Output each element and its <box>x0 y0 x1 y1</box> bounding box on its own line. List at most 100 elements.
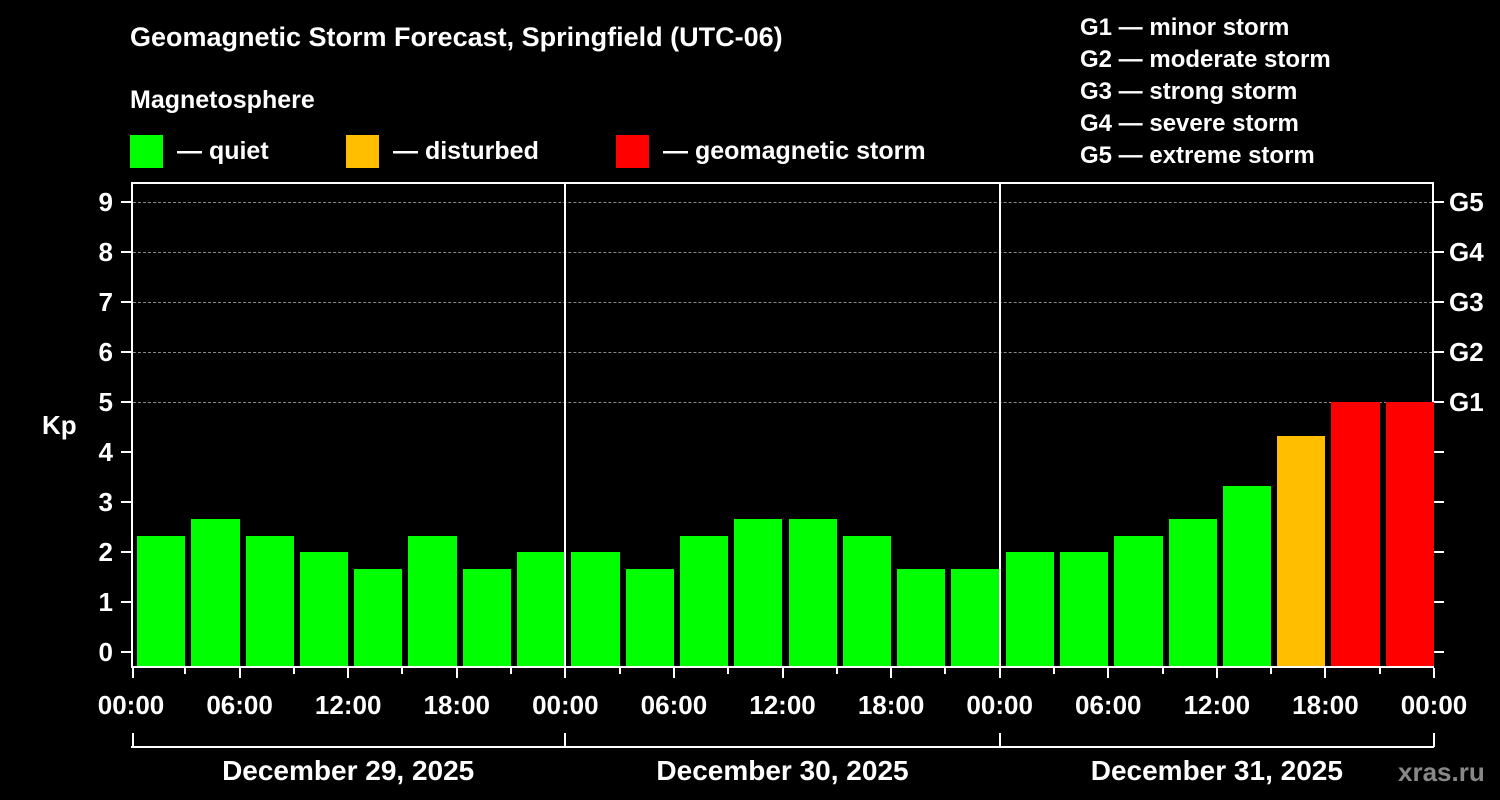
plot-area <box>131 182 1434 668</box>
g4-legend: G4 — severe storm <box>1080 110 1299 137</box>
date-bracket-line <box>131 746 1434 748</box>
kp-bar <box>1385 402 1434 666</box>
kp-bar <box>734 518 783 666</box>
kp-bar <box>897 568 946 666</box>
y-tick-right <box>1434 401 1444 403</box>
y-tick <box>121 251 131 253</box>
y-tick-right <box>1434 251 1444 253</box>
x-tick-label: 00:00 <box>532 690 599 720</box>
g-scale-label: G4 <box>1449 237 1484 267</box>
kp-bar <box>951 568 1000 666</box>
x-tick <box>184 668 187 674</box>
kp-bar <box>462 568 512 666</box>
g-scale-label: G5 <box>1449 187 1484 217</box>
g-scale-legend: G1 — minor storm G2 — moderate storm G3 … <box>1080 12 1331 172</box>
x-tick-label: 18:00 <box>1292 690 1359 720</box>
kp-bar <box>1222 485 1272 666</box>
x-tick <box>1107 668 1110 678</box>
gridline <box>133 352 1432 353</box>
x-tick-label: 06:00 <box>1075 690 1142 720</box>
x-tick-label: 12:00 <box>749 690 816 720</box>
x-tick <box>944 668 947 674</box>
x-tick <box>727 668 730 674</box>
y-tick <box>121 551 131 553</box>
y-tick-label: 2 <box>98 537 113 567</box>
x-tick-label: 00:00 <box>966 690 1033 720</box>
x-tick-label: 12:00 <box>1183 690 1251 720</box>
x-tick <box>132 668 134 678</box>
x-tick <box>510 668 513 674</box>
y-tick-right <box>1434 651 1444 653</box>
kp-bar <box>245 535 294 666</box>
y-tick-right <box>1434 501 1444 503</box>
kp-bar <box>788 518 837 666</box>
chart-title: Geomagnetic Storm Forecast, Springfield … <box>130 22 783 52</box>
y-tick <box>121 351 131 353</box>
x-tick <box>347 668 350 678</box>
x-tick <box>835 668 838 674</box>
y-tick-right <box>1434 351 1444 353</box>
kp-bar <box>191 518 240 666</box>
gridline <box>133 252 1432 253</box>
legend-disturbed-label: — disturbed <box>393 136 539 165</box>
kp-bar <box>625 568 674 666</box>
gridline <box>133 202 1432 203</box>
legend-disturbed: — disturbed <box>346 134 539 168</box>
legend-storm-label: — geomagnetic storm <box>663 136 926 165</box>
x-tick <box>1324 668 1327 678</box>
y-tick-right <box>1434 601 1444 603</box>
y-tick <box>121 451 131 453</box>
g2-legend: G2 — moderate storm <box>1080 46 1331 73</box>
y-tick-label: 8 <box>98 237 113 267</box>
x-tick <box>1270 668 1273 674</box>
kp-bar <box>299 552 349 666</box>
y-tick <box>121 401 131 403</box>
x-tick-label: 18:00 <box>857 690 925 720</box>
legend-subtitle: Magnetosphere <box>130 86 315 114</box>
kp-bar <box>1168 518 1217 666</box>
x-tick <box>1378 668 1381 674</box>
date-label: December 29, 2025 <box>222 755 475 786</box>
kp-bar <box>1059 552 1109 666</box>
y-tick-label: 3 <box>98 487 113 517</box>
legend-storm: — geomagnetic storm <box>616 134 926 168</box>
x-tick <box>564 668 567 678</box>
g-scale-label: G3 <box>1449 287 1484 317</box>
kp-bar <box>679 535 729 666</box>
y-tick <box>121 501 131 503</box>
kp-bar <box>137 535 186 666</box>
y-tick-right <box>1434 201 1444 203</box>
quiet-swatch <box>130 134 163 168</box>
kp-bar <box>842 535 892 666</box>
x-tick <box>1052 668 1055 674</box>
y-tick-label: 4 <box>98 437 113 467</box>
date-bracket-tick <box>998 733 1001 747</box>
g-scale-label: G1 <box>1449 387 1484 417</box>
date-label: December 31, 2025 <box>1090 755 1343 786</box>
y-tick-label: 0 <box>98 637 113 667</box>
x-tick <box>401 668 404 674</box>
kp-bar <box>571 552 620 666</box>
legend-quiet: — quiet <box>130 134 269 168</box>
y-tick-label: 9 <box>98 187 113 217</box>
x-tick-label: 12:00 <box>314 690 382 720</box>
legend-quiet-label: — quiet <box>177 136 269 165</box>
kp-bar <box>1005 552 1054 666</box>
kp-bar <box>1331 402 1380 666</box>
date-label: December 30, 2025 <box>656 755 909 786</box>
day-separator <box>998 184 1001 666</box>
g5-legend: G5 — extreme storm <box>1080 142 1315 169</box>
watermark: xras.ru <box>1398 757 1485 787</box>
date-bracket-tick <box>564 733 567 747</box>
kp-bar <box>1277 435 1326 666</box>
x-tick <box>455 668 458 678</box>
x-tick <box>672 668 675 678</box>
g1-legend: G1 — minor storm <box>1080 14 1290 41</box>
date-bracket-tick <box>1433 733 1435 747</box>
kp-bar <box>354 568 403 666</box>
x-tick <box>292 668 295 674</box>
g-scale-label: G2 <box>1449 337 1484 367</box>
x-tick <box>1161 668 1164 674</box>
y-tick-right <box>1434 301 1444 303</box>
kp-bar <box>1114 535 1163 666</box>
